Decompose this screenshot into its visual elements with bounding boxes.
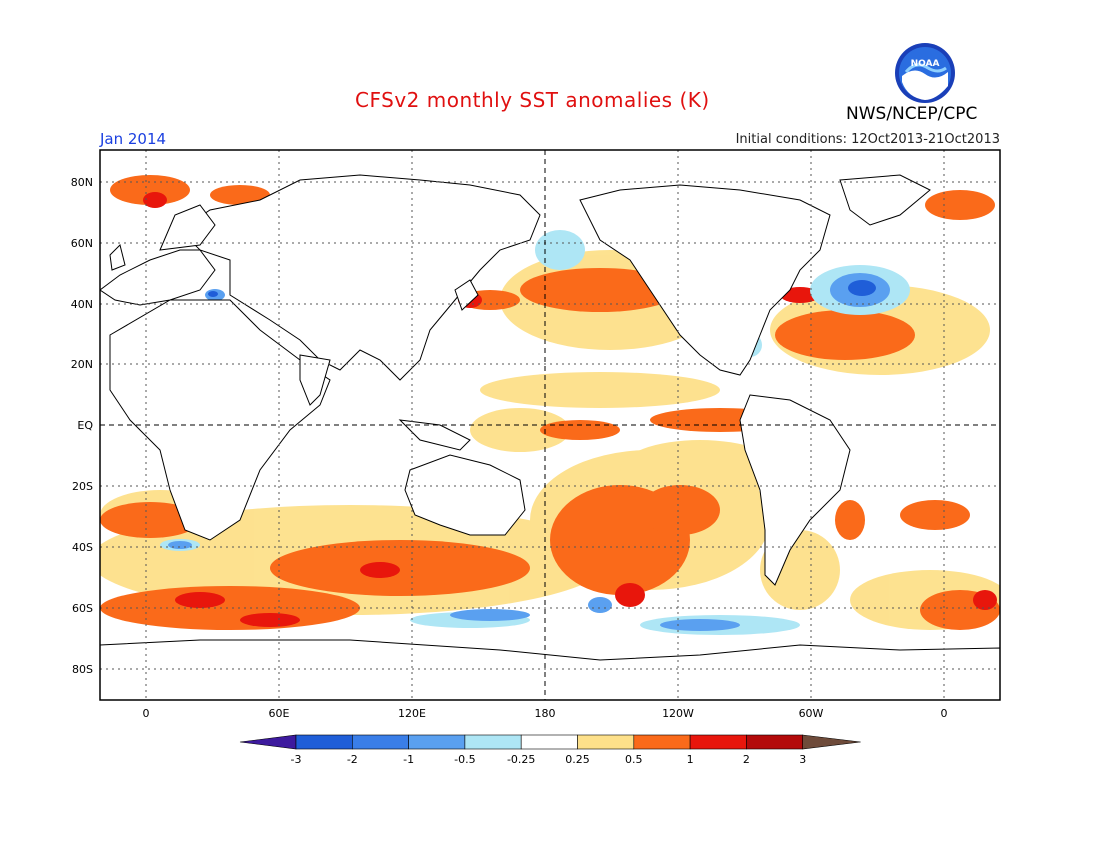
forecast-month: Jan 2014: [100, 130, 167, 148]
lat-label: 80N: [71, 176, 93, 189]
lon-label: 0: [143, 707, 150, 720]
lat-label: 60S: [72, 602, 93, 615]
colorbar-label: 1: [687, 753, 694, 766]
colorbar-swatch: [689, 734, 747, 750]
colorbar-swatch: [295, 734, 353, 750]
lat-label: 20N: [71, 358, 93, 371]
colorbar-arrow-high: [802, 734, 861, 750]
colorbar-swatch: [351, 734, 409, 750]
lat-label: EQ: [77, 419, 93, 432]
colorbar-swatch: [577, 734, 635, 750]
lon-label: 60W: [799, 707, 824, 720]
lon-label: 0: [941, 707, 948, 720]
lat-label: 80S: [72, 663, 93, 676]
colorbar-label: 2: [743, 753, 750, 766]
colorbar-swatch: [633, 734, 691, 750]
lat-label: 60N: [71, 237, 93, 250]
map-frame: [99, 149, 1001, 701]
lon-label: 180: [535, 707, 556, 720]
lat-label: 40N: [71, 298, 93, 311]
initial-conditions: Initial conditions: 12Oct2013-21Oct2013: [735, 132, 1000, 147]
colorbar-label: -2: [347, 753, 358, 766]
colorbar-label: -0.25: [507, 753, 535, 766]
colorbar-swatch: [746, 734, 804, 750]
colorbar-swatch: [464, 734, 522, 750]
gridlines: [100, 150, 1000, 700]
coastlines: [100, 174, 1000, 700]
colorbar-label: -0.5: [454, 753, 475, 766]
colorbar: -3 -2 -1 -0.5 -0.25 0.25 0.5 1 2 3: [239, 734, 861, 766]
colorbar-label: 3: [799, 753, 806, 766]
lat-label: 40S: [72, 541, 93, 554]
latitude-labels: 80N 60N 40N 20N EQ 20S 40S 60S 80S: [71, 176, 94, 676]
colorbar-label: -3: [291, 753, 302, 766]
noaa-logo: NOAA: [895, 43, 955, 103]
map-title: CFSv2 monthly SST anomalies (K): [355, 88, 710, 112]
lon-label: 60E: [269, 707, 290, 720]
lon-label: 120E: [398, 707, 426, 720]
longitude-labels: 0 60E 120E 180 120W 60W 0: [143, 707, 948, 720]
agency-label: NWS/NCEP/CPC: [846, 104, 978, 124]
colorbar-arrow-low: [239, 734, 297, 750]
lon-label: 120W: [662, 707, 694, 720]
logo-text: NOAA: [911, 59, 940, 69]
colorbar-swatch: [520, 734, 578, 750]
lat-label: 20S: [72, 480, 93, 493]
colorbar-label: 0.5: [625, 753, 643, 766]
colorbar-label: -1: [403, 753, 414, 766]
colorbar-label: 0.25: [565, 753, 590, 766]
colorbar-swatch: [408, 734, 466, 750]
